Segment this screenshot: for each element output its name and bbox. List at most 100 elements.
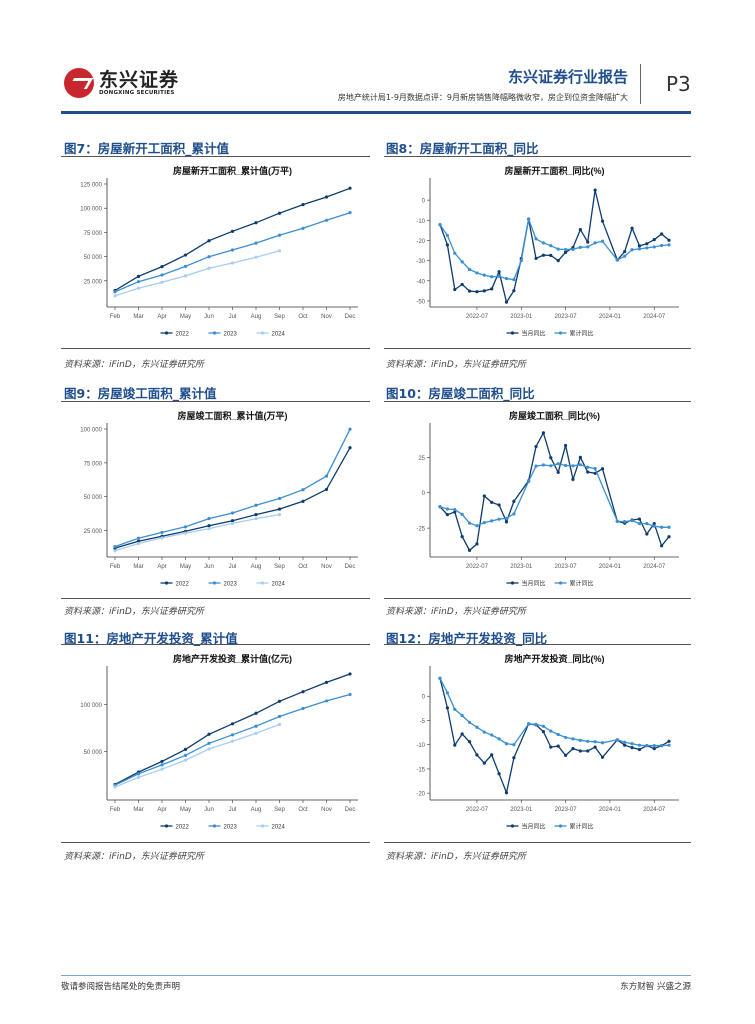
chart-title: 房屋新开工面积_累计值(万平)	[173, 165, 292, 176]
data-point	[571, 464, 575, 468]
data-point	[230, 733, 235, 737]
data-point	[277, 513, 282, 517]
data-point	[207, 524, 211, 528]
series-line-2022	[114, 187, 351, 292]
data-point	[301, 226, 305, 230]
data-point	[301, 706, 305, 711]
x-tick-label: Feb	[110, 314, 121, 320]
data-point	[482, 761, 486, 765]
data-point	[512, 743, 516, 747]
data-point	[445, 513, 449, 517]
data-point	[160, 530, 164, 534]
data-point	[497, 270, 501, 274]
data-point	[563, 463, 568, 468]
y-tick-label: 0	[422, 199, 426, 205]
data-point	[630, 518, 634, 523]
data-point	[600, 219, 605, 223]
data-point	[490, 733, 494, 737]
data-point	[623, 740, 627, 744]
data-point	[254, 513, 258, 517]
data-point	[623, 254, 627, 258]
data-point	[578, 455, 582, 459]
series-line-2024	[114, 723, 280, 788]
x-tick-label: Sep	[274, 807, 285, 813]
data-point	[563, 247, 568, 252]
data-point	[348, 427, 352, 431]
data-point	[475, 753, 479, 757]
data-point	[277, 722, 282, 727]
x-tick-label: 2023-07	[555, 564, 578, 570]
data-point	[324, 474, 329, 478]
data-point	[183, 253, 188, 257]
data-point	[453, 287, 457, 292]
data-point	[453, 251, 457, 255]
data-point	[667, 243, 671, 247]
x-tick-label: Sep	[274, 564, 285, 570]
data-point	[453, 743, 457, 747]
data-point	[512, 499, 516, 503]
data-point	[660, 525, 664, 529]
data-point	[504, 520, 509, 524]
logo-name-en: DONGXING SECURITIES	[99, 90, 175, 96]
y-tick-label: 100 000	[80, 428, 102, 434]
y-tick-label: -5	[420, 719, 426, 725]
y-tick-label: 0	[422, 695, 426, 701]
page-number: P3	[666, 72, 691, 96]
y-tick-label: -50	[416, 299, 425, 305]
x-tick-label: 2022-07	[466, 314, 489, 320]
data-point	[301, 690, 305, 694]
x-tick-label: Oct	[298, 807, 308, 813]
series-line-当月同比	[439, 431, 670, 552]
legend-marker	[212, 581, 217, 585]
report-subtitle: 房地产统计局1-9月数据点评：9月新房销售降幅略微收窄，房企到位资金降幅扩大	[337, 93, 628, 102]
data-point	[556, 247, 560, 251]
data-point	[571, 477, 575, 481]
data-point	[136, 280, 141, 284]
data-point	[445, 233, 449, 238]
x-tick-label: Nov	[321, 807, 332, 813]
data-point	[645, 532, 649, 536]
data-point	[512, 512, 516, 516]
data-point	[645, 521, 649, 526]
data-point	[277, 496, 282, 501]
data-point	[652, 524, 656, 528]
data-point	[571, 746, 575, 751]
legend-marker	[558, 824, 563, 828]
data-point	[136, 775, 141, 779]
data-point	[160, 273, 164, 277]
data-point	[460, 714, 464, 718]
data-point	[230, 229, 235, 233]
data-point	[467, 267, 472, 272]
y-tick-label: 75 000	[84, 231, 103, 237]
data-point	[467, 548, 472, 552]
data-point	[136, 539, 141, 543]
x-tick-label: Jul	[229, 564, 237, 570]
legend-label: 累计同比	[570, 823, 594, 831]
data-point	[667, 743, 671, 747]
company-logo: 东兴证券 DONGXING SECURITIES	[64, 68, 179, 98]
data-point	[541, 241, 546, 245]
data-point	[324, 218, 329, 222]
data-point	[324, 699, 329, 703]
data-point	[207, 732, 211, 736]
data-point	[593, 241, 597, 245]
data-point	[482, 273, 486, 277]
legend-marker	[558, 331, 563, 335]
logo-name-cn: 东兴证券	[99, 69, 180, 91]
data-point	[301, 499, 305, 503]
data-point	[600, 239, 605, 243]
x-tick-label: Dec	[345, 807, 356, 813]
data-point	[160, 763, 164, 767]
data-point	[277, 233, 282, 237]
data-point	[534, 237, 538, 241]
x-tick-label: Nov	[321, 314, 332, 320]
logo-icon	[64, 68, 94, 98]
y-tick-label: 25 000	[84, 279, 103, 285]
data-point	[593, 467, 597, 471]
data-point	[630, 226, 634, 230]
y-tick-label: -20	[416, 792, 425, 798]
legend-label: 2024	[272, 582, 286, 588]
legend-marker	[164, 581, 169, 585]
data-point	[586, 240, 590, 244]
data-point	[301, 203, 305, 207]
